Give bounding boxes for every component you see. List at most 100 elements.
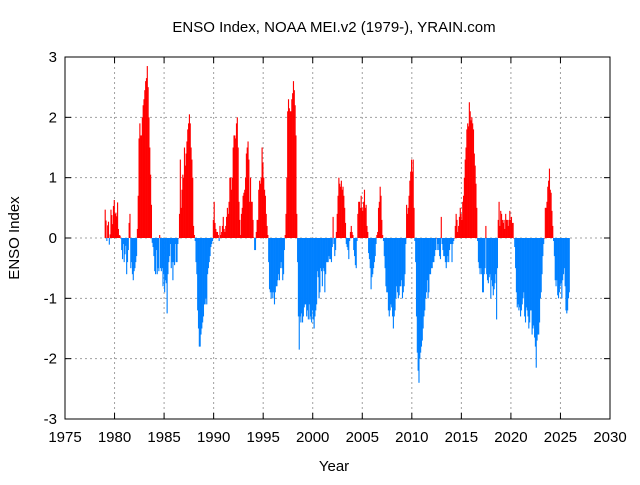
bar-2000-11	[320, 238, 323, 272]
bar-2015-10	[468, 102, 470, 238]
bar-1984-5	[157, 238, 159, 269]
bar-1996-12	[282, 238, 284, 281]
bar-2010-4	[414, 238, 416, 242]
bar-2000-8	[318, 238, 320, 299]
bar-1984-9	[160, 238, 162, 272]
bar-1985-3	[165, 238, 167, 284]
bar-1995-10	[270, 238, 272, 299]
bar-2017-11	[489, 238, 491, 275]
bar-2013-4	[444, 238, 446, 257]
bar-2007-7	[387, 238, 389, 293]
bar-1980-7	[119, 235, 121, 238]
bar-2004-10	[359, 207, 361, 238]
bar-1992-4	[235, 123, 238, 238]
bar-2008-5	[395, 238, 397, 299]
bar-1990-11	[221, 225, 224, 238]
bar-1985-7	[169, 238, 171, 257]
bar-1980-1	[114, 213, 116, 238]
bar-2017-5	[484, 238, 486, 269]
bar-2011-2	[422, 238, 424, 329]
bar-2009-2	[402, 238, 404, 293]
bar-1981-2	[125, 238, 127, 246]
bar-2023-7	[545, 207, 547, 238]
bar-2020-9	[517, 238, 519, 305]
bar-1998-12	[301, 238, 304, 323]
bar-1986-5	[177, 238, 179, 245]
bar-2006-12	[381, 219, 383, 238]
bar-2012-9	[438, 238, 440, 251]
bar-1991-1	[223, 228, 225, 238]
bar-1989-6	[207, 238, 209, 269]
bar-2016-5	[474, 165, 476, 238]
bar-2003-5	[345, 238, 347, 245]
bar-1988-8	[199, 238, 201, 347]
bar-1997-11	[291, 99, 293, 238]
bar-1989-3	[205, 238, 207, 299]
bar-2007-1	[382, 234, 384, 238]
bar-2025-1	[560, 238, 562, 284]
bar-2000-1	[312, 238, 314, 320]
bar-1998-8	[298, 238, 300, 350]
bar-1986-9	[180, 207, 182, 238]
bar-1996-5	[276, 238, 278, 287]
bar-2014-5	[454, 225, 456, 238]
bar-1979-1	[104, 209, 106, 238]
bar-2008-1	[392, 238, 394, 317]
bar-1992-5	[236, 117, 238, 238]
bar-2009-9	[408, 195, 410, 238]
bar-2022-6	[534, 238, 536, 347]
bar-2003-3	[344, 207, 346, 238]
x-tick-label: 2015	[445, 429, 478, 446]
bar-2003-7	[347, 238, 349, 251]
bar-1990-1	[213, 201, 215, 238]
bar-1998-4	[295, 135, 297, 238]
bar-2011-3	[423, 238, 425, 317]
bar-2015-6	[465, 147, 467, 238]
bar-2020-4	[513, 238, 515, 239]
bar-2017-2	[482, 238, 484, 293]
bar-2016-3	[472, 129, 475, 238]
bar-1992-6	[237, 147, 239, 238]
bar-2025-11	[568, 238, 570, 293]
bar-1995-2	[264, 189, 266, 238]
bar-1983-7	[149, 147, 151, 238]
bar-1980-9	[121, 238, 123, 251]
bar-1994-3	[254, 238, 257, 251]
bar-1983-2	[145, 81, 147, 238]
bar-2022-9	[537, 238, 539, 335]
bar-2011-12	[430, 238, 432, 269]
bar-1987-2	[184, 165, 186, 238]
bar-1986-6	[178, 238, 180, 239]
bar-1985-5	[167, 238, 169, 275]
bar-2013-1	[441, 238, 443, 245]
bar-2025-2	[561, 238, 563, 299]
bar-1990-4	[216, 231, 218, 238]
bar-2021-4	[523, 238, 525, 293]
bar-2006-11	[380, 195, 382, 238]
bar-2011-8	[427, 238, 429, 299]
bar-2016-12	[480, 238, 482, 269]
bar-2012-8	[437, 238, 439, 245]
bar-1992-12	[242, 195, 244, 238]
bar-2012-12	[440, 216, 442, 238]
bar-2000-12	[321, 238, 323, 287]
bar-2012-7	[436, 238, 438, 251]
bar-2016-6	[475, 183, 477, 238]
bar-1982-7	[139, 123, 141, 238]
bar-1993-2	[244, 189, 246, 238]
bar-2024-7	[555, 238, 557, 287]
bar-1979-10	[112, 224, 114, 238]
bar-1993-3	[245, 177, 247, 238]
bar-2020-6	[515, 238, 517, 269]
bar-2019-6	[505, 213, 507, 238]
bar-1994-7	[258, 189, 260, 238]
bar-1989-12	[212, 219, 214, 238]
bar-2008-4	[394, 238, 396, 311]
bar-2025-7	[565, 238, 567, 311]
bar-2008-7	[396, 238, 399, 293]
bar-1980-5	[117, 228, 119, 238]
bar-2014-8	[457, 231, 459, 238]
bar-2000-9	[319, 238, 321, 293]
bar-2004-5	[355, 238, 357, 269]
x-axis-label: Year	[319, 458, 349, 475]
